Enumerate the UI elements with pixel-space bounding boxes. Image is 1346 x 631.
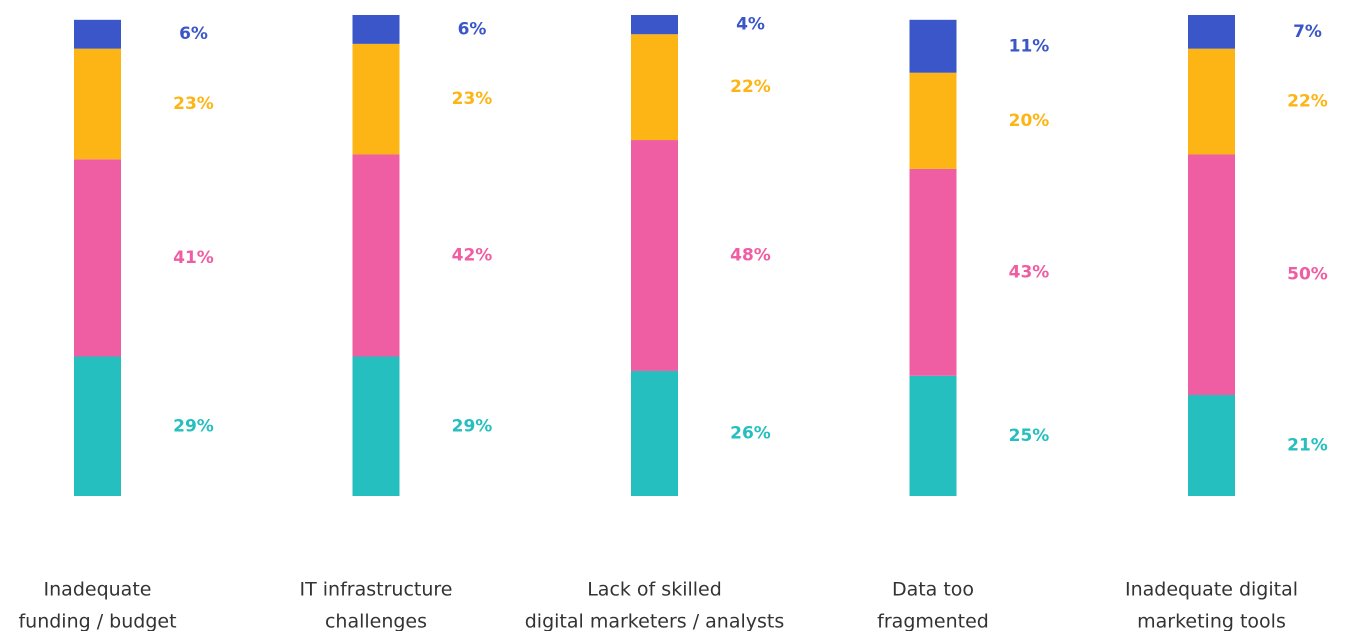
value-label: 25% — [1009, 426, 1050, 446]
value-label: 7% — [1293, 22, 1322, 42]
value-label: 43% — [1009, 262, 1050, 282]
bar-segment — [1188, 394, 1235, 496]
value-label: 11% — [1009, 36, 1050, 56]
x-tick-label: Lack of skilled — [587, 579, 722, 601]
bar-segment — [352, 43, 400, 155]
value-label: 41% — [173, 248, 214, 268]
value-label: 29% — [173, 416, 214, 436]
value-label: 6% — [179, 24, 208, 44]
value-label: 42% — [452, 246, 493, 266]
bar-segment — [1188, 154, 1235, 395]
x-tick-label: marketing tools — [1137, 611, 1286, 631]
value-label: 4% — [736, 15, 765, 35]
value-label: 29% — [452, 416, 493, 436]
bar-segment — [74, 48, 121, 160]
bar-segment — [74, 356, 121, 496]
bar-segment — [909, 19, 957, 73]
bar-segment — [352, 356, 400, 496]
x-tick-label: digital marketers / analysts — [525, 611, 785, 631]
value-label: 22% — [730, 77, 771, 97]
bar-segment — [631, 15, 678, 35]
bar-segment — [909, 72, 957, 169]
value-label: 23% — [452, 89, 493, 109]
bar-segment — [631, 140, 678, 371]
value-label: 21% — [1287, 435, 1328, 455]
x-tick-label: Inadequate — [44, 579, 152, 601]
bar-segment — [1188, 48, 1235, 155]
value-label: 26% — [730, 423, 771, 443]
value-label: 23% — [173, 94, 214, 114]
x-tick-label: funding / budget — [18, 611, 176, 631]
bar-segment — [352, 154, 400, 357]
bar-segment — [909, 168, 957, 376]
bar-segment — [352, 15, 400, 44]
value-label: 48% — [730, 246, 771, 266]
x-tick-label: Data too — [892, 579, 974, 601]
x-tick-label: fragmented — [877, 611, 989, 631]
x-tick-label: IT infrastructure — [300, 579, 453, 601]
bar-segment — [909, 375, 957, 496]
value-label: 22% — [1287, 92, 1328, 112]
value-label: 50% — [1287, 265, 1328, 285]
value-label: 6% — [458, 19, 487, 39]
x-tick-label: challenges — [325, 611, 427, 631]
bar-segment — [631, 34, 678, 141]
bar-segment — [1188, 15, 1235, 49]
bar-segment — [631, 370, 678, 496]
value-label: 20% — [1009, 111, 1050, 131]
bar-segment — [74, 159, 121, 357]
x-tick-label: Inadequate digital — [1125, 579, 1298, 601]
bar-segment — [74, 19, 121, 49]
